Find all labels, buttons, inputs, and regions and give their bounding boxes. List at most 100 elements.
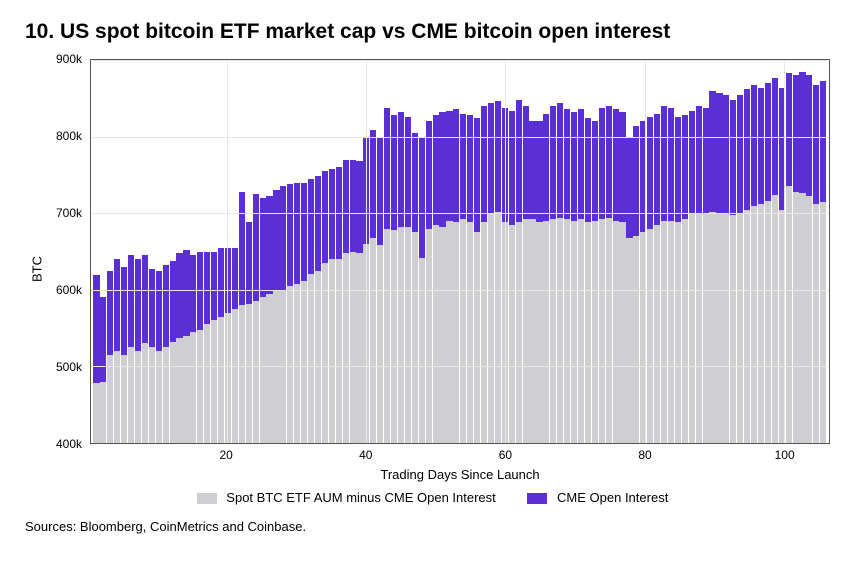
legend-label-1: CME Open Interest (557, 490, 668, 505)
bar-layer (91, 60, 829, 443)
bar-seg-cme (786, 73, 792, 186)
bar-seg-spot (689, 213, 695, 443)
bar-seg-spot (384, 229, 390, 443)
bar-seg-cme (799, 72, 805, 193)
bar-column (737, 60, 743, 443)
bar-column (536, 60, 542, 443)
bar-column (163, 60, 169, 443)
bar-seg-cme (557, 103, 563, 218)
bar-seg-spot (350, 252, 356, 444)
bar-column (370, 60, 376, 443)
bar-seg-spot (412, 232, 418, 443)
xtick-label: 20 (219, 448, 232, 462)
bar-seg-spot (592, 221, 598, 443)
bar-seg-spot (536, 222, 542, 443)
bar-seg-cme (446, 111, 452, 221)
bar-seg-spot (516, 222, 522, 443)
bar-column (405, 60, 411, 443)
bar-column (343, 60, 349, 443)
bar-column (744, 60, 750, 443)
bar-column (287, 60, 293, 443)
bar-seg-spot (419, 258, 425, 443)
x-axis-label: Trading Days Since Launch (90, 467, 830, 482)
xtick-label: 60 (499, 448, 512, 462)
legend-swatch-0 (197, 493, 217, 504)
bar-seg-cme (322, 171, 328, 263)
bar-seg-cme (149, 269, 155, 347)
bar-seg-spot (696, 213, 702, 443)
bar-seg-cme (204, 252, 210, 325)
bar-seg-cme (488, 103, 494, 213)
bar-seg-spot (93, 383, 99, 443)
plot-area (90, 59, 830, 444)
bar-column (336, 60, 342, 443)
bar-column (460, 60, 466, 443)
bar-seg-spot (619, 222, 625, 443)
bar-column (301, 60, 307, 443)
bar-column (426, 60, 432, 443)
ytick-label: 700k (56, 206, 82, 220)
bar-column (619, 60, 625, 443)
bar-seg-spot (765, 201, 771, 443)
bar-column (481, 60, 487, 443)
bar-seg-spot (246, 304, 252, 443)
bar-seg-cme (467, 115, 473, 222)
bar-seg-cme (343, 160, 349, 253)
bar-column (592, 60, 598, 443)
bar-seg-spot (675, 222, 681, 443)
bar-seg-spot (356, 253, 362, 443)
bar-seg-spot (682, 219, 688, 443)
bar-seg-spot (426, 229, 432, 443)
chart-title: 10. US spot bitcoin ETF market cap vs CM… (25, 20, 840, 44)
bar-column (107, 60, 113, 443)
bar-column (149, 60, 155, 443)
bar-seg-spot (287, 286, 293, 443)
bar-column (398, 60, 404, 443)
bar-seg-cme (315, 176, 321, 270)
bar-column (633, 60, 639, 443)
bar-seg-cme (232, 248, 238, 309)
bar-seg-spot (253, 301, 259, 443)
bar-seg-spot (142, 343, 148, 443)
bar-column (474, 60, 480, 443)
bar-column (550, 60, 556, 443)
bar-column (419, 60, 425, 443)
bar-seg-cme (218, 248, 224, 317)
bar-seg-spot (308, 274, 314, 443)
bar-seg-cme (107, 271, 113, 355)
bar-seg-cme (356, 161, 362, 253)
bar-seg-spot (460, 219, 466, 443)
bar-column (266, 60, 272, 443)
bar-seg-spot (806, 196, 812, 443)
bar-seg-cme (377, 138, 383, 245)
bar-seg-cme (266, 196, 272, 294)
bar-seg-cme (606, 106, 612, 218)
bar-seg-cme (751, 85, 757, 206)
bar-column (571, 60, 577, 443)
bar-seg-cme (301, 183, 307, 281)
bar-seg-spot (730, 215, 736, 443)
bar-seg-spot (550, 219, 556, 443)
bar-seg-spot (799, 193, 805, 443)
bar-column (675, 60, 681, 443)
bar-column (813, 60, 819, 443)
bar-seg-spot (661, 221, 667, 443)
bar-seg-spot (578, 219, 584, 443)
gridline-h (91, 290, 829, 291)
bar-seg-cme (176, 253, 182, 338)
bar-column (543, 60, 549, 443)
bar-seg-cme (654, 114, 660, 226)
bar-seg-cme (578, 109, 584, 219)
bar-seg-cme (647, 117, 653, 228)
bar-column (453, 60, 459, 443)
bar-seg-cme (619, 112, 625, 222)
bar-seg-spot (163, 347, 169, 443)
bar-column (599, 60, 605, 443)
bar-seg-cme (564, 109, 570, 219)
bar-seg-spot (723, 213, 729, 443)
bar-column (626, 60, 632, 443)
bar-seg-spot (156, 351, 162, 443)
bar-column (183, 60, 189, 443)
bar-column (121, 60, 127, 443)
bar-column (488, 60, 494, 443)
